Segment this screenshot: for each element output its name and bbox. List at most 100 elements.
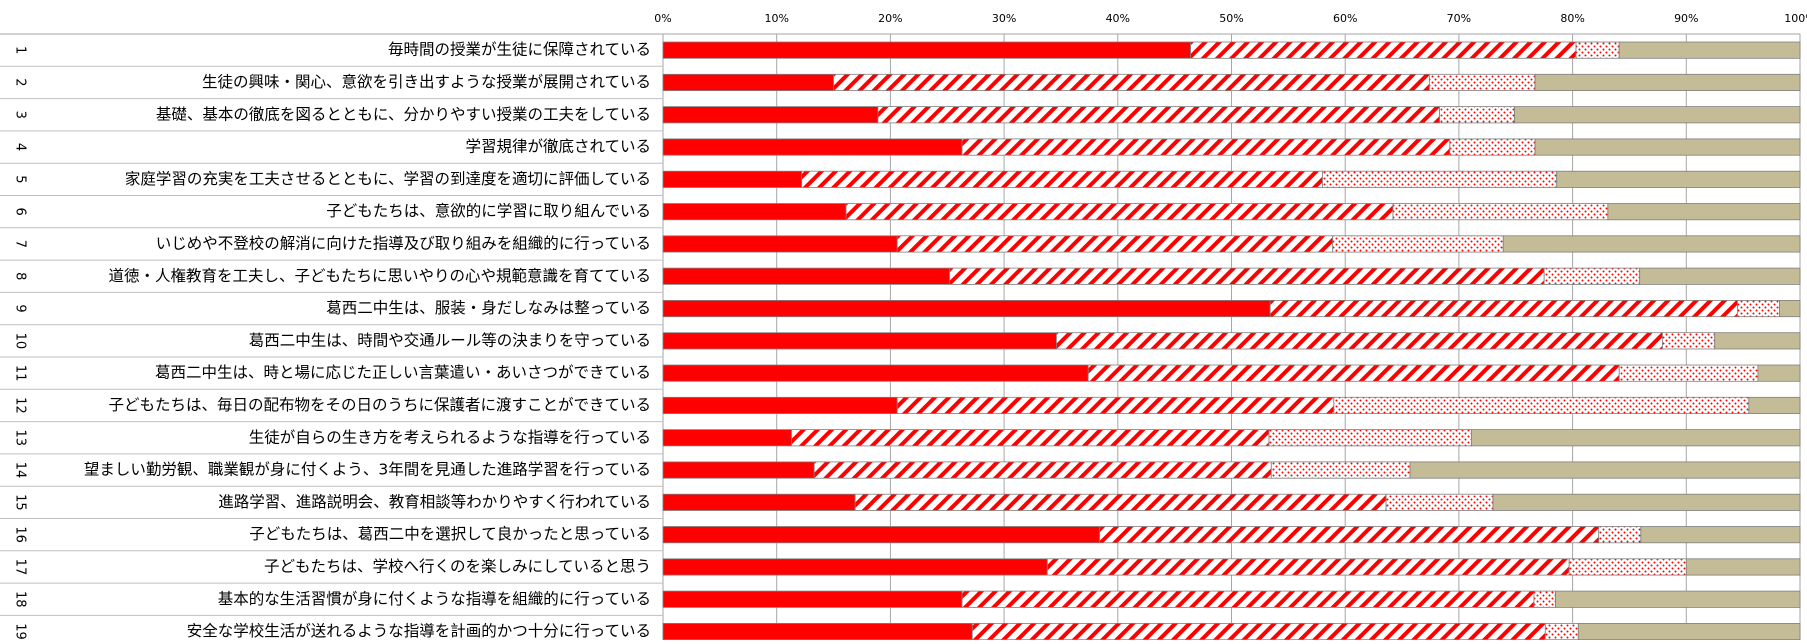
category-label: 進路学習、進路説明会、教育相談等わかりやすく行われている [218, 493, 651, 511]
x-tick-label: 10% [764, 12, 788, 25]
bar-row: 17 子どもたちは、学校へ行くのを楽しみにしていると思う [0, 557, 1801, 584]
x-tick-label: 100% [1784, 12, 1807, 25]
bar-segment-3 [1333, 396, 1750, 414]
bar-segment-2 [896, 396, 1335, 414]
bar-segment-2 [813, 461, 1272, 479]
category-label: 毎時間の授業が生徒に保障されている [388, 41, 651, 59]
bar-row: 7 いじめや不登校の解消に向けた指導及び取り組みを組織的に行っている [0, 234, 1801, 261]
bar-row: 1 毎時間の授業が生徒に保障されている [0, 41, 1801, 67]
row-number: 8 [13, 272, 28, 280]
category-label: 家庭学習の充実を工夫させるとともに、学習の到達度を適切に評価している [125, 170, 651, 188]
bar-segment-1 [662, 267, 950, 285]
bar-segment-3 [1270, 461, 1411, 479]
category-label: 生徒の興味・関心、意欲を引き出すような授業が展開されている [202, 72, 651, 91]
bar-segment-4 [1534, 73, 1801, 92]
row-number: 17 [13, 559, 28, 576]
category-label: 生徒が自らの生き方を考えられるような指導を行っている [249, 428, 651, 446]
category-label: 基本的な生活習慣が身に付くような指導を組織的に行っている [218, 590, 651, 608]
category-label: 子どもたちは、毎日の配布物をその日のうちに保護者に渡すことができている [108, 396, 651, 414]
bar-segment-4 [1639, 267, 1801, 285]
bar-segment-3 [1598, 526, 1642, 544]
bar-segment-4 [1492, 493, 1801, 511]
row-number: 2 [13, 78, 28, 86]
bar-segment-4 [1714, 332, 1801, 350]
bar-row: 13 生徒が自らの生き方を考えられるような指導を行っている [0, 428, 1801, 455]
bar-segment-3 [1575, 41, 1620, 59]
bar-segment-1 [662, 106, 879, 124]
x-tick-label: 80% [1560, 12, 1584, 25]
row-number: 6 [13, 208, 28, 216]
category-label: いじめや不登校の解消に向けた指導及び取り組みを組織的に行っている [156, 234, 651, 252]
bar-segment-1 [662, 526, 1101, 544]
bar-rows: 1 毎時間の授業が生徒に保障されている 2 生徒の興味・関心、意欲を引き出すような授業… [0, 41, 1801, 641]
bar-segment-3 [1385, 493, 1494, 511]
bar-segment-2 [1046, 558, 1570, 576]
bar-segment-2 [854, 493, 1387, 511]
bar-segment-1 [662, 170, 803, 188]
bar-segment-1 [662, 41, 1191, 59]
row-number: 10 [13, 333, 28, 350]
row-number: 15 [13, 494, 28, 511]
bar-segment-4 [1556, 170, 1801, 188]
bar-row: 5 家庭学習の充実を工夫させるとともに、学習の到達度を適切に評価している [0, 170, 1801, 196]
bar-row: 14 望ましい勤労観、職業観が身に付くよう、3年間を見通した進路学習を行っている [0, 461, 1801, 487]
bar-segment-3 [1322, 170, 1558, 188]
bar-segment-4 [1514, 106, 1801, 124]
bar-segment-2 [791, 429, 1270, 447]
bar-segment-1 [662, 429, 792, 447]
row-number: 19 [13, 623, 28, 640]
category-label: 子どもたちは、葛西二中を選択して良かったと思っている [249, 525, 651, 543]
bar-segment-2 [845, 203, 1394, 221]
category-label: 葛西二中生は、時間や交通ルール等の決まりを守っている [249, 331, 651, 349]
bar-segment-2 [949, 267, 1545, 285]
row-number: 1 [13, 46, 28, 54]
bar-segment-1 [662, 203, 847, 221]
category-label: 子どもたちは、学校へ行くのを楽しみにしていると思う [264, 557, 651, 575]
bar-row: 19 安全な学校生活が送れるような指導を計画的かつ十分に行っている [13, 622, 1801, 641]
row-number: 5 [13, 175, 28, 183]
bar-segment-2 [896, 235, 1334, 253]
bar-segment-1 [662, 138, 963, 156]
bar-segment-2 [1087, 364, 1620, 382]
x-tick-label: 50% [1219, 12, 1243, 25]
bar-segment-2 [1269, 299, 1738, 318]
bar-segment-1 [662, 364, 1089, 382]
row-number: 7 [13, 240, 28, 248]
category-label: 子どもたちは、意欲的に学習に取り組んでいる [326, 201, 651, 220]
x-tick-label: 0% [654, 12, 671, 25]
bar-row: 18 基本的な生活習慣が身に付くような指導を組織的に行っている [0, 590, 1801, 616]
row-number: 14 [13, 462, 28, 479]
bar-segment-3 [1439, 106, 1516, 124]
bar-segment-1 [662, 623, 973, 641]
bar-segment-2 [833, 73, 1430, 92]
bar-row: 11 葛西二中生は、時と場に応じた正しい言葉遣い・あいさつができている [0, 364, 1801, 390]
bar-segment-4 [1618, 41, 1801, 59]
bar-segment-3 [1543, 267, 1641, 285]
category-label: 基礎、基本の徹底を図るとともに、分かりやすい授業の工夫をしている [156, 105, 651, 123]
x-tick-label: 40% [1106, 12, 1130, 25]
bar-segment-2 [1056, 332, 1663, 350]
bar-segment-3 [1428, 73, 1536, 92]
bar-row: 3 基礎、基本の徹底を図るとともに、分かりやすい授業の工夫をしている [0, 105, 1801, 132]
row-number: 4 [13, 143, 28, 151]
bar-segment-2 [1190, 41, 1577, 59]
bar-segment-3 [1392, 203, 1609, 221]
bar-segment-1 [662, 461, 815, 479]
bar-segment-2 [961, 138, 1451, 156]
bar-row: 15 進路学習、進路説明会、教育相談等わかりやすく行われている [0, 493, 1801, 519]
bar-segment-3 [1544, 623, 1579, 641]
bar-segment-4 [1748, 396, 1801, 414]
bar-segment-1 [662, 73, 834, 92]
bar-segment-4 [1757, 364, 1801, 382]
row-number: 12 [13, 397, 28, 414]
category-label: 安全な学校生活が送れるような指導を計画的かつ十分に行っている [187, 622, 651, 640]
bar-segment-3 [1533, 590, 1556, 608]
category-label: 葛西二中生は、時と場に応じた正しい言葉遣い・あいさつができている [155, 364, 651, 382]
bar-segment-2 [961, 590, 1535, 608]
bar-row: 4 学習規律が徹底されている [0, 138, 1801, 164]
bar-segment-4 [1534, 138, 1801, 156]
bar-segment-3 [1332, 235, 1504, 253]
bar-segment-3 [1618, 364, 1759, 382]
